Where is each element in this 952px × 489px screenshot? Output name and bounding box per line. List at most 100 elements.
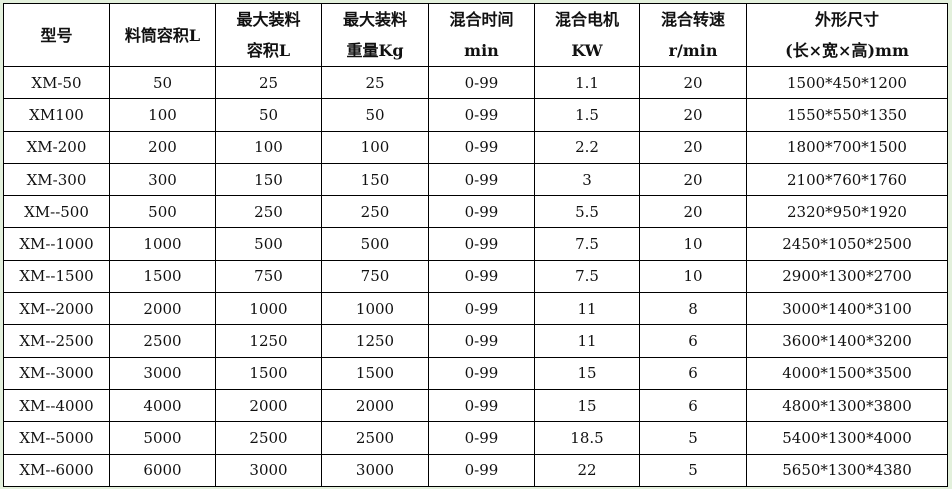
table-cell: 4000*1500*3500 bbox=[746, 356, 948, 390]
table-cell: 250 bbox=[215, 195, 322, 229]
table-cell: 20 bbox=[639, 130, 747, 164]
table-cell: XM--3000 bbox=[3, 356, 110, 390]
header-line-1: 混合时间 bbox=[449, 10, 514, 29]
table-cell: 5000 bbox=[109, 421, 216, 455]
table-cell: 1250 bbox=[215, 324, 322, 358]
table-cell: 2000 bbox=[321, 388, 429, 423]
table-row: XM--1500 1500 750 750 0-99 7.5 10 2900*1300*270… bbox=[3, 259, 948, 294]
table-cell: 1800*700*1500 bbox=[746, 130, 948, 164]
table-cell: 3000 bbox=[109, 356, 216, 390]
table-cell: 1.5 bbox=[534, 98, 640, 132]
table-cell: XM--2500 bbox=[3, 324, 110, 358]
table-row: XM-300 300 150 150 0-99 3 20 2100*760*1760 bbox=[3, 162, 948, 197]
header-line-2: min bbox=[464, 41, 499, 60]
table-cell: 3000 bbox=[215, 453, 322, 487]
table-cell: 20 bbox=[639, 162, 747, 197]
table-cell: 1500 bbox=[215, 356, 322, 390]
header-line-2: (长×宽×高)mm bbox=[785, 41, 909, 60]
table-row: XM--4000 4000 2000 2000 0-99 15 6 4800*1300*380… bbox=[3, 388, 948, 423]
header-line-2: 容积L bbox=[246, 41, 291, 60]
spec-table: 型号 料筒容积L 最大装料 容积L 最大装料 重量Kg 混合时间 min 混合电机 KW 混合转速 r… bbox=[3, 3, 948, 487]
table-row: XM--1000 1000 500 500 0-99 7.5 10 2450*1050*250… bbox=[3, 227, 948, 261]
table-cell: XM--5000 bbox=[3, 421, 110, 455]
table-row: XM--6000 6000 3000 3000 0-99 22 5 5650*1300*438… bbox=[3, 453, 948, 487]
table-cell: 0-99 bbox=[428, 162, 535, 197]
table-cell: XM--500 bbox=[3, 195, 110, 229]
table-cell: 5400*1300*4000 bbox=[746, 421, 948, 455]
table-cell: 0-99 bbox=[428, 130, 535, 164]
table-row: XM--500 500 250 250 0-99 5.5 20 2320*950*1920 bbox=[3, 195, 948, 229]
table-cell: 18.5 bbox=[534, 421, 640, 455]
column-header: 最大装料 重量Kg bbox=[321, 3, 429, 67]
table-cell: 4800*1300*3800 bbox=[746, 388, 948, 423]
table-row: XM--3000 3000 1500 1500 0-99 15 6 4000*1500*350… bbox=[3, 356, 948, 390]
table-cell: 6 bbox=[639, 324, 747, 358]
table-cell: 1550*550*1350 bbox=[746, 98, 948, 132]
table-cell: 2500 bbox=[109, 324, 216, 358]
header-line-1: 料筒容积L bbox=[124, 25, 201, 45]
table-cell: 6 bbox=[639, 356, 747, 390]
table-cell: 2500 bbox=[321, 421, 429, 455]
table-cell: 0-99 bbox=[428, 227, 535, 261]
table-cell: 2.2 bbox=[534, 130, 640, 164]
table-cell: 500 bbox=[321, 227, 429, 261]
column-header: 最大装料容积L bbox=[215, 3, 322, 67]
table-cell: 22 bbox=[534, 453, 640, 487]
table-cell: 20 bbox=[639, 195, 747, 229]
table-cell: 2000 bbox=[109, 292, 216, 326]
table-cell: 250 bbox=[321, 195, 429, 229]
table-cell: 7.5 bbox=[534, 227, 640, 261]
table-cell: XM100 bbox=[3, 98, 110, 132]
header-line-1: 混合电机 bbox=[554, 10, 619, 29]
table-cell: 750 bbox=[215, 259, 322, 294]
header-line-1: 最大装料 bbox=[236, 10, 301, 29]
table-row: XM--2500 2500 1250 1250 0-99 11 6 3600*1400*320… bbox=[3, 324, 948, 358]
header-line-1: 外形尺寸 bbox=[814, 10, 879, 29]
table-cell: 0-99 bbox=[428, 195, 535, 229]
table-cell: 5650*1300*4380 bbox=[746, 453, 948, 487]
table-cell: 3000 bbox=[321, 453, 429, 487]
table-cell: XM--2000 bbox=[3, 292, 110, 326]
table-cell: 3600*1400*3200 bbox=[746, 324, 948, 358]
table-cell: 1500 bbox=[109, 259, 216, 294]
column-header: 外形尺寸 (长×宽×高)mm bbox=[746, 3, 948, 67]
table-row: XM100 100 50 50 0-99 1.5 20 1550*550*1350 bbox=[3, 98, 948, 132]
table-cell: 0-99 bbox=[428, 388, 535, 423]
table-cell: 2900*1300*2700 bbox=[746, 259, 948, 294]
table-cell: 0-99 bbox=[428, 259, 535, 294]
table-cell: 11 bbox=[534, 324, 640, 358]
table-cell: 150 bbox=[215, 162, 322, 197]
table-cell: 11 bbox=[534, 292, 640, 326]
table-cell: XM-200 bbox=[3, 130, 110, 164]
table-cell: 1250 bbox=[321, 324, 429, 358]
table-row: XM--5000 5000 2500 2500 0-99 18.5 5 5400*1300*4… bbox=[3, 421, 948, 455]
header-row: 型号 料筒容积L 最大装料 容积L 最大装料 重量Kg 混合时间 min 混合电机 KW 混合转速 r… bbox=[3, 3, 948, 67]
table-cell: 0-99 bbox=[428, 421, 535, 455]
header-line-2: r/min bbox=[668, 41, 718, 60]
table-cell: 200 bbox=[109, 130, 216, 164]
table-cell: XM--1500 bbox=[3, 259, 110, 294]
table-cell: 300 bbox=[109, 162, 216, 197]
table-cell: 2000 bbox=[215, 388, 322, 423]
table-cell: 0-99 bbox=[428, 324, 535, 358]
table-row: XM--2000 2000 1000 1000 0-99 11 8 3000*1400*310… bbox=[3, 292, 948, 326]
table-cell: 0-99 bbox=[428, 356, 535, 390]
table-cell: 2100*760*1760 bbox=[746, 162, 948, 197]
column-header: 混合时间 min bbox=[428, 3, 535, 67]
column-header: 混合电机 KW bbox=[534, 3, 640, 67]
table-cell: 3000*1400*3100 bbox=[746, 292, 948, 326]
header-line-1: 混合转速 bbox=[660, 10, 725, 29]
table-cell: 2500 bbox=[215, 421, 322, 455]
table-cell: 1.1 bbox=[534, 65, 640, 100]
table-cell: 50 bbox=[109, 65, 216, 100]
table-cell: 1500*450*1200 bbox=[746, 65, 948, 100]
header-line-2: 重量Kg bbox=[346, 41, 404, 60]
table-cell: 8 bbox=[639, 292, 747, 326]
table-cell: 6000 bbox=[109, 453, 216, 487]
table-cell: XM--1000 bbox=[3, 227, 110, 261]
table-cell: 0-99 bbox=[428, 292, 535, 326]
table-cell: 1000 bbox=[215, 292, 322, 326]
column-header: 料筒容积L bbox=[109, 3, 216, 67]
table-cell: 10 bbox=[639, 227, 747, 261]
table-cell: 25 bbox=[321, 65, 429, 100]
